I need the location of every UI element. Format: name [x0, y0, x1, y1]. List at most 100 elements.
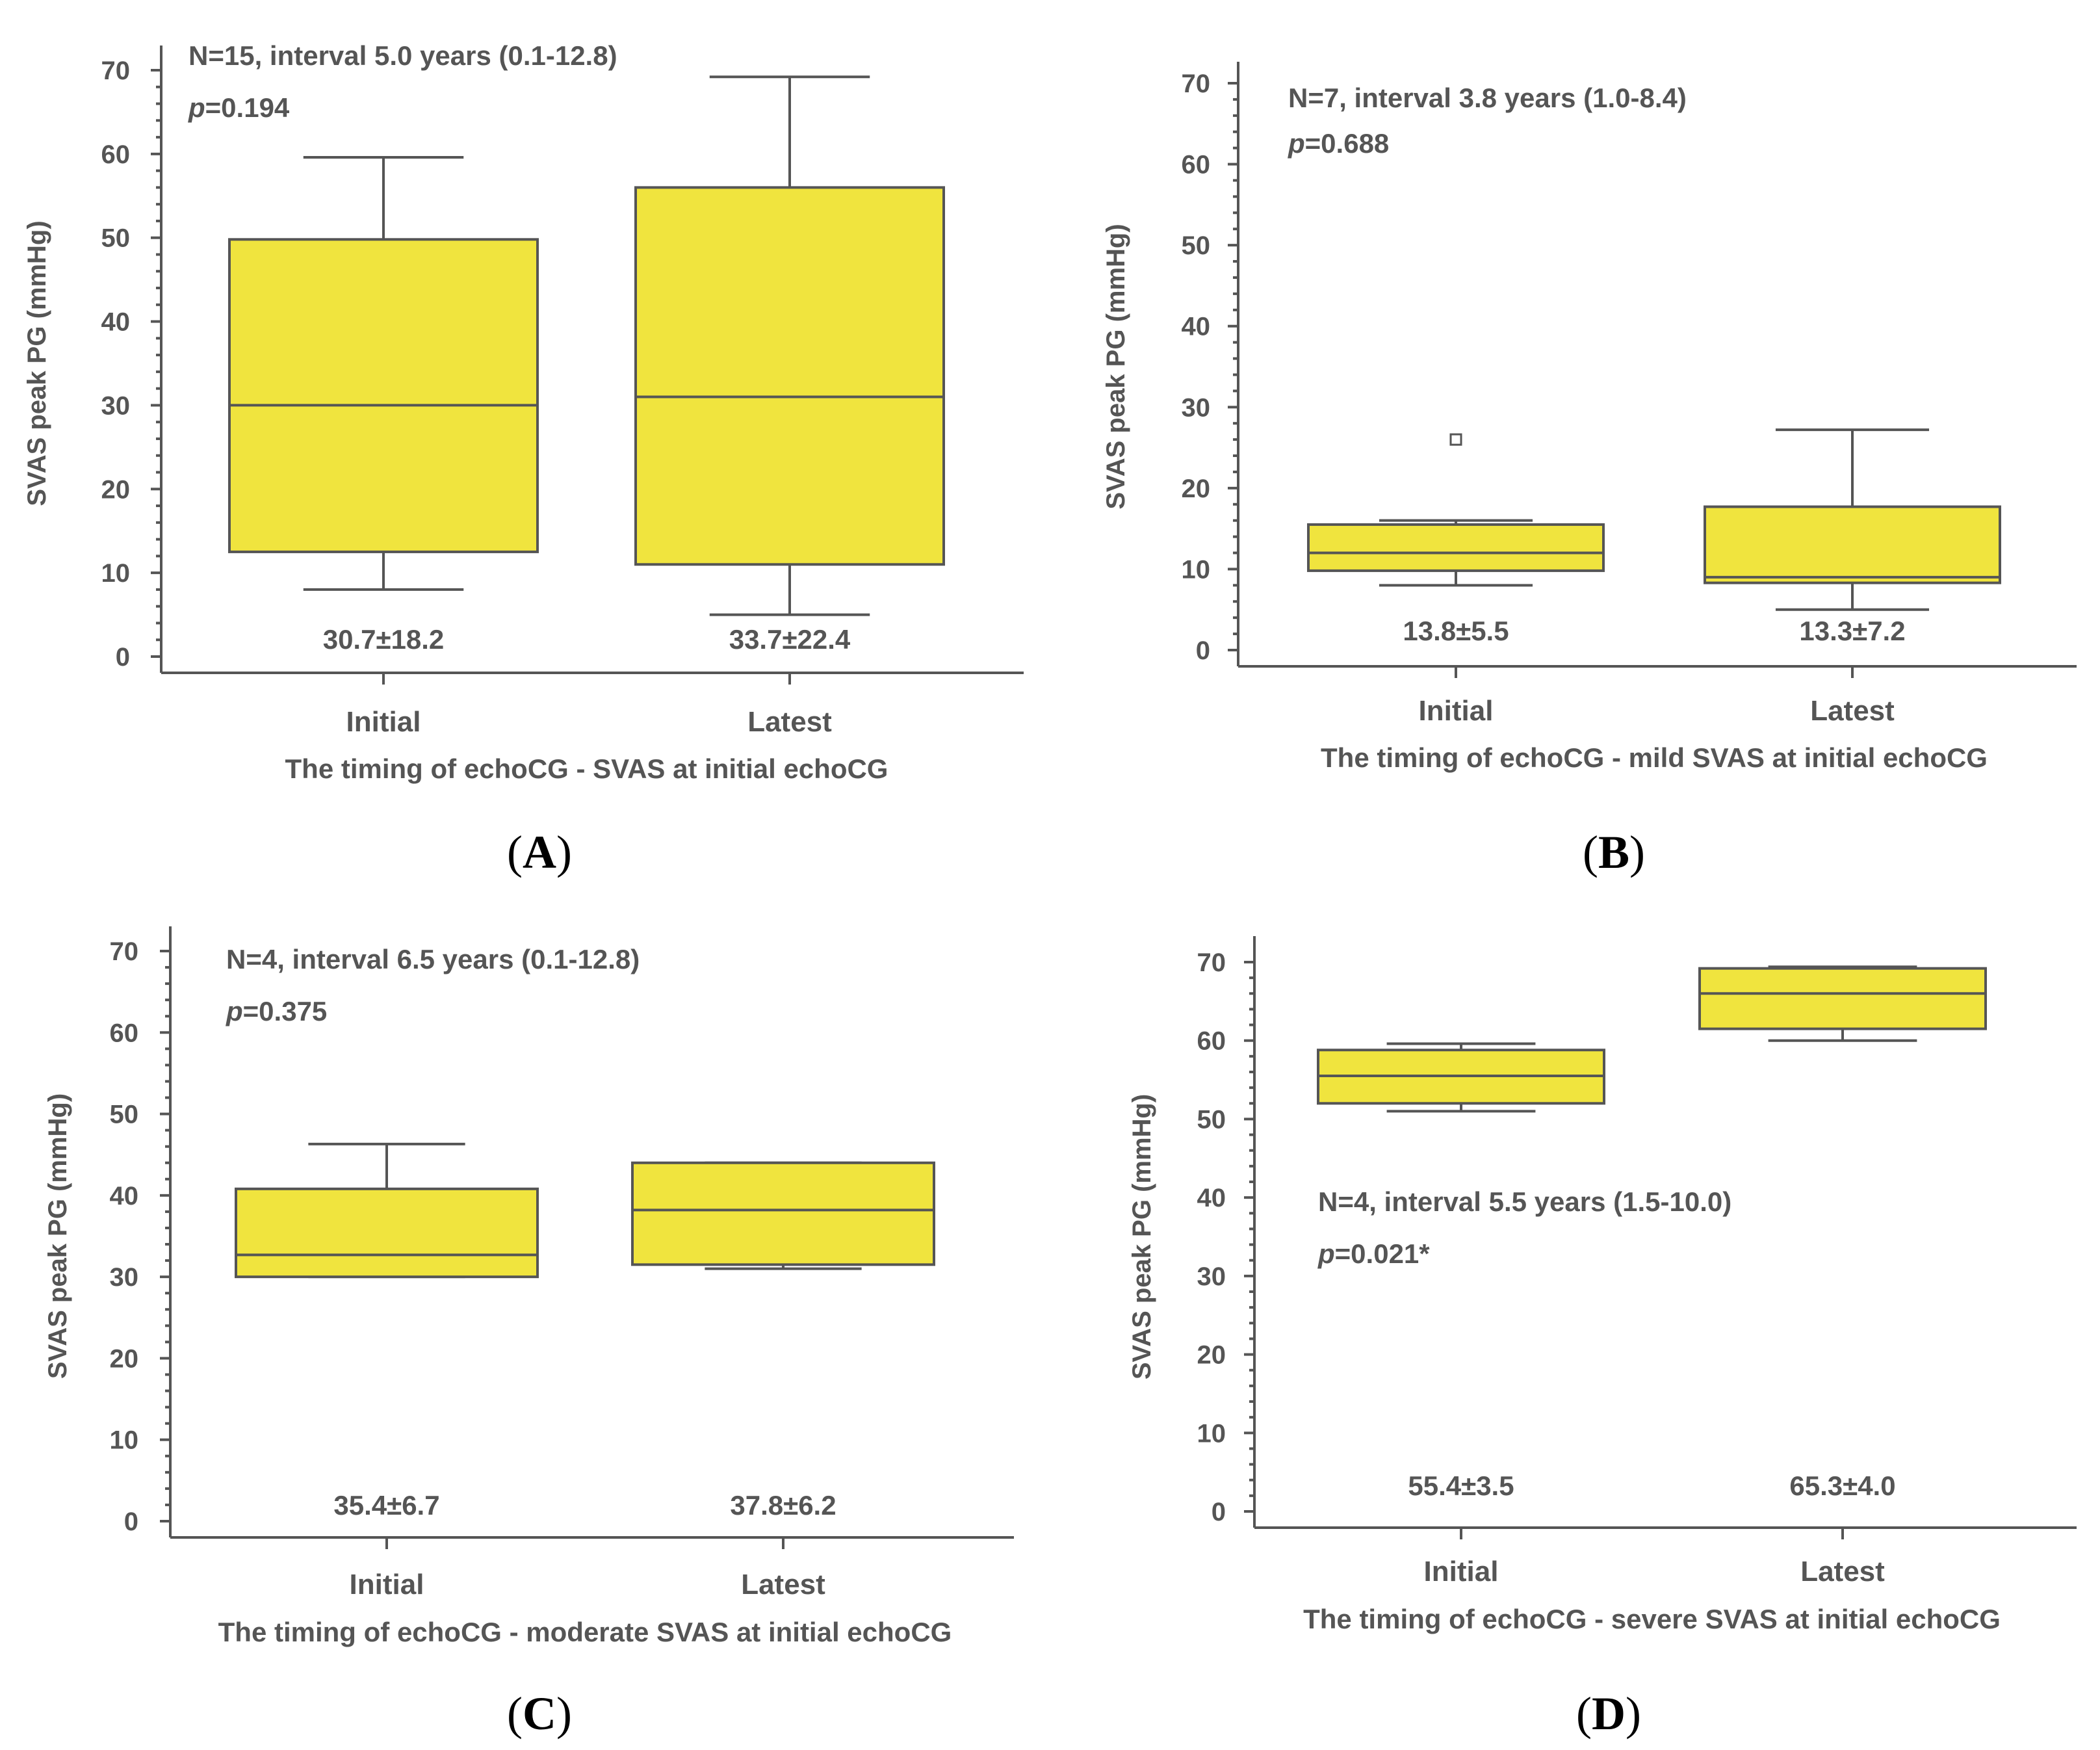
sample-size-annotation: N=7, interval 3.8 years (1.0-8.4) — [1288, 83, 1687, 113]
y-tick-label: 20 — [101, 475, 131, 504]
y-tick-label: 60 — [101, 140, 131, 169]
box-initial: 30.7±18.2 — [228, 156, 539, 655]
y-tick-label: 50 — [1182, 231, 1211, 260]
box-initial: 55.4±3.5 — [1317, 1042, 1605, 1501]
y-tick-label: 50 — [110, 1101, 139, 1129]
panel-label-close: ) — [556, 826, 572, 878]
mean-sd-label: 13.3±7.2 — [1799, 616, 1905, 646]
y-tick-label: 10 — [1197, 1419, 1226, 1448]
panel-a: 0 10 20 30 40 50 60 70 SVAS peak PG (mmHg) Initia… — [23, 40, 1024, 878]
y-tick-label: 40 — [1182, 313, 1211, 341]
x-axis-title: The timing of echoCG - SVAS at initial e… — [285, 753, 888, 784]
y-axis-title: SVAS peak PG (mmHg) — [23, 220, 51, 506]
y-tick-label: 20 — [1182, 475, 1211, 503]
p-value: =0.021* — [1335, 1238, 1431, 1269]
panel-label-close: ) — [1629, 826, 1645, 878]
mean-sd-label: 30.7±18.2 — [323, 624, 445, 655]
y-tick-label: 10 — [101, 559, 131, 588]
panel-b: 0 10 20 30 40 50 60 70 SVAS peak PG (mmHg) Initia… — [1102, 62, 2077, 878]
panel-label: (C) — [507, 1688, 572, 1740]
y-axis-title: SVAS peak PG (mmHg) — [1128, 1094, 1156, 1379]
y-tick-label: 70 — [110, 937, 139, 966]
y-tick-label: 10 — [110, 1426, 139, 1455]
iqr-box — [631, 1161, 935, 1266]
mean-sd-label: 55.4±3.5 — [1408, 1470, 1514, 1501]
y-tick-label: 0 — [124, 1508, 138, 1536]
iqr-box — [634, 186, 945, 566]
y-tick-label: 50 — [101, 224, 131, 253]
iqr-box — [1307, 523, 1605, 572]
x-axis-title: The timing of echoCG - severe SVAS at in… — [1303, 1604, 2001, 1634]
outlier-point — [1449, 433, 1462, 446]
box-latest: 33.7±22.4 — [634, 75, 945, 655]
x-category-label: Initial — [1419, 695, 1494, 727]
y-tick-label: 0 — [1196, 636, 1210, 665]
mean-sd-label: 35.4±6.7 — [333, 1490, 439, 1521]
panel-letter: C — [523, 1688, 556, 1740]
panel-letter: B — [1598, 826, 1629, 878]
p-value: =0.194 — [205, 92, 290, 123]
panel-label: (B) — [1583, 826, 1645, 878]
y-tick-label: 10 — [1182, 555, 1211, 584]
panel-label-open: ( — [507, 826, 523, 878]
p-symbol: p — [188, 92, 205, 123]
y-tick-label: 20 — [110, 1344, 139, 1373]
panel-label: (D) — [1576, 1688, 1641, 1740]
x-category-label: Initial — [350, 1569, 424, 1600]
y-tick-label: 50 — [1197, 1105, 1226, 1134]
y-tick-label: 0 — [116, 643, 130, 672]
iqr-box — [1698, 967, 1987, 1030]
x-category-label: Latest — [741, 1569, 825, 1600]
mean-sd-label: 37.8±6.2 — [730, 1490, 836, 1521]
p-symbol: p — [1317, 1238, 1335, 1269]
y-tick-label: 30 — [1182, 393, 1211, 422]
mean-sd-label: 65.3±4.0 — [1789, 1470, 1895, 1501]
x-category-label: Initial — [1424, 1556, 1499, 1587]
y-tick-label: 60 — [1182, 151, 1211, 179]
x-category-label: Latest — [747, 706, 832, 738]
x-axis-title: The timing of echoCG - mild SVAS at init… — [1321, 742, 1988, 773]
p-symbol: p — [1288, 128, 1305, 159]
panel-c: 0 10 20 30 40 50 60 70 SVAS peak PG (mmHg) Initia… — [44, 926, 1014, 1740]
box-initial: 35.4±6.7 — [235, 1142, 539, 1521]
panel-label-open: ( — [1583, 826, 1598, 878]
panel-letter: A — [523, 826, 556, 878]
sample-size-annotation: N=15, interval 5.0 years (0.1-12.8) — [188, 40, 617, 71]
box-initial: 13.8±5.5 — [1307, 433, 1605, 646]
panel-letter: D — [1592, 1688, 1626, 1740]
p-value-annotation: p=0.688 — [1288, 128, 1389, 159]
y-axis-title: SVAS peak PG (mmHg) — [1102, 224, 1130, 509]
y-tick-label: 70 — [101, 57, 131, 85]
box-latest: 13.3±7.2 — [1704, 428, 2001, 646]
p-value-annotation: p=0.375 — [226, 996, 327, 1026]
p-symbol: p — [226, 996, 243, 1026]
panel-label-open: ( — [1576, 1688, 1592, 1740]
x-category-label: Latest — [1810, 695, 1895, 727]
y-tick-label: 20 — [1197, 1341, 1226, 1370]
y-tick-label: 40 — [101, 308, 131, 337]
y-tick-label: 60 — [1197, 1027, 1226, 1056]
y-tick-label: 60 — [110, 1019, 139, 1047]
y-tick-label: 40 — [1197, 1184, 1226, 1212]
p-value-annotation: p=0.021* — [1317, 1238, 1430, 1269]
y-tick-label: 70 — [1197, 948, 1226, 977]
mean-sd-label: 13.8±5.5 — [1403, 616, 1509, 646]
x-category-label: Initial — [346, 706, 421, 738]
p-value: =0.375 — [243, 996, 328, 1026]
y-axis-title: SVAS peak PG (mmHg) — [44, 1093, 72, 1379]
x-axis-title: The timing of echoCG - moderate SVAS at … — [218, 1617, 952, 1647]
iqr-box — [235, 1187, 539, 1279]
box-latest: 37.8±6.2 — [631, 1161, 935, 1521]
y-tick-label: 0 — [1212, 1498, 1226, 1526]
iqr-box — [1704, 505, 2001, 584]
y-tick-label: 30 — [1197, 1262, 1226, 1291]
y-tick-label: 70 — [1182, 70, 1211, 98]
x-category-label: Latest — [1800, 1556, 1885, 1587]
panel-label-close: ) — [556, 1688, 572, 1740]
p-value-annotation: p=0.194 — [188, 92, 290, 123]
p-value: =0.688 — [1305, 128, 1390, 159]
y-tick-label: 30 — [110, 1263, 139, 1292]
panel-label-open: ( — [507, 1688, 523, 1740]
